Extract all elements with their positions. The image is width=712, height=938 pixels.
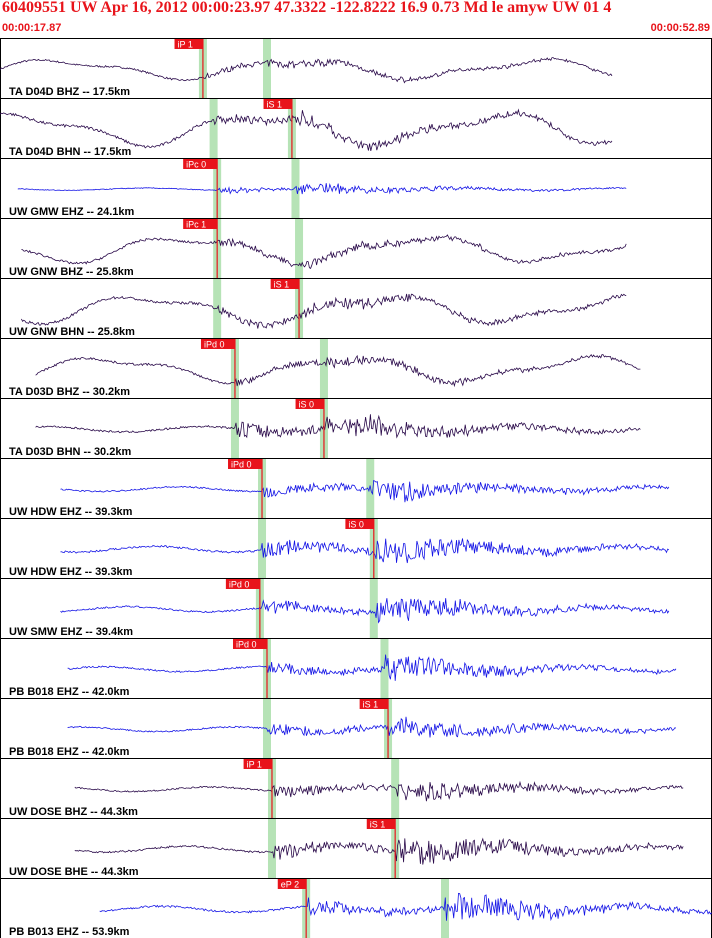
waveform-trace <box>67 654 677 681</box>
waveform-trace <box>60 479 670 503</box>
waveform-trace <box>67 716 677 738</box>
waveform-trace <box>74 780 684 802</box>
waveform-trace <box>35 414 641 439</box>
waveform-trace <box>60 538 670 564</box>
pick-label-box <box>243 759 272 769</box>
event-title: 60409551 UW Apr 16, 2012 00:00:23.97 47.… <box>2 0 612 16</box>
pick-label-box <box>263 99 292 109</box>
pick-label-box <box>345 519 374 529</box>
p-pick-band <box>263 699 271 758</box>
pick-label-box <box>225 579 260 589</box>
pick-label: iPc 1 <box>186 220 206 230</box>
end-time-label: 00:00:52.89 <box>650 22 710 34</box>
pick-label-box <box>366 819 396 829</box>
pick-label: iPd 0 <box>204 340 225 350</box>
pick-label: iS 0 <box>299 400 315 410</box>
station-label: UW HDW EHZ -- 39.3km <box>9 566 133 578</box>
station-label: UW SMW EHZ -- 39.4km <box>9 626 133 638</box>
station-label: UW GMW EHZ -- 24.1km <box>9 206 135 218</box>
pick-label-box <box>228 459 263 469</box>
pick-label: iS 1 <box>363 700 379 710</box>
p-pick-band <box>267 819 276 878</box>
event-header: 60409551 UW Apr 16, 2012 00:00:23.97 47.… <box>0 0 712 38</box>
waveform-trace <box>21 293 627 329</box>
s-pick-band <box>291 159 300 218</box>
p-pick-band <box>209 99 218 158</box>
pick-label: eP 2 <box>281 880 299 890</box>
pick-label: iPd 0 <box>231 460 252 470</box>
pick-label: iS 0 <box>348 520 364 530</box>
waveform-trace <box>99 892 712 922</box>
pick-label: iP 1 <box>178 40 193 50</box>
pick-label: iPc 0 <box>186 160 206 170</box>
pick-label: iS 1 <box>274 280 290 290</box>
s-pick-band <box>295 219 304 278</box>
pick-label-box <box>183 159 218 169</box>
waveform-trace <box>60 598 670 624</box>
pick-label-box <box>359 699 389 709</box>
start-time-label: 00:00:17.87 <box>2 22 62 34</box>
waveform-trace <box>0 57 613 84</box>
station-label: UW DOSE BHZ -- 44.3km <box>9 806 138 818</box>
pick-label-box <box>233 639 267 649</box>
pick-label-box <box>174 39 203 49</box>
pick-label: iPd 0 <box>236 640 257 650</box>
s-pick-band <box>366 459 375 518</box>
station-label: UW GNW BHN -- 25.8km <box>9 326 135 338</box>
station-label: PB B018 EHZ -- 42.0km <box>9 746 130 758</box>
pick-label-box <box>200 339 235 349</box>
s-pick-band <box>369 579 378 638</box>
waveform-trace <box>17 183 627 195</box>
seismogram-panel: iP 1 TA D04D BHZ -- 17.5km iS 1 TA D04D BHN… <box>0 38 712 938</box>
waveform-trace <box>21 234 627 269</box>
station-label: TA D03D BHZ -- 30.2km <box>9 386 130 398</box>
pick-label: iPd 0 <box>229 580 250 590</box>
waveform-trace <box>74 837 684 865</box>
waveform-trace <box>35 353 641 388</box>
station-label: UW DOSE BHE -- 44.3km <box>9 866 139 878</box>
station-label: TA D04D BHZ -- 17.5km <box>9 86 130 98</box>
pick-label: iS 1 <box>267 100 283 110</box>
s-pick-band <box>319 339 328 398</box>
pick-label: iP 1 <box>247 760 262 770</box>
station-label: PB B013 EHZ -- 53.9km <box>9 926 130 938</box>
p-pick-band <box>230 399 239 458</box>
station-label: TA D03D BHN -- 30.2km <box>9 446 131 458</box>
station-label: UW GNW BHZ -- 25.8km <box>9 266 134 278</box>
station-label: UW HDW EHZ -- 39.3km <box>9 506 133 518</box>
pick-label-box <box>270 279 300 289</box>
station-label: PB B018 EHZ -- 42.0km <box>9 686 130 698</box>
s-pick-band <box>441 879 449 938</box>
station-label: TA D04D BHN -- 17.5km <box>9 146 131 158</box>
pick-label-box <box>295 399 324 409</box>
waveform-trace <box>0 108 613 151</box>
pick-label: iS 1 <box>370 820 386 830</box>
pick-label-box <box>183 219 218 229</box>
p-pick-band <box>258 519 267 578</box>
s-pick-band <box>263 39 271 98</box>
pick-label-box <box>277 879 307 889</box>
